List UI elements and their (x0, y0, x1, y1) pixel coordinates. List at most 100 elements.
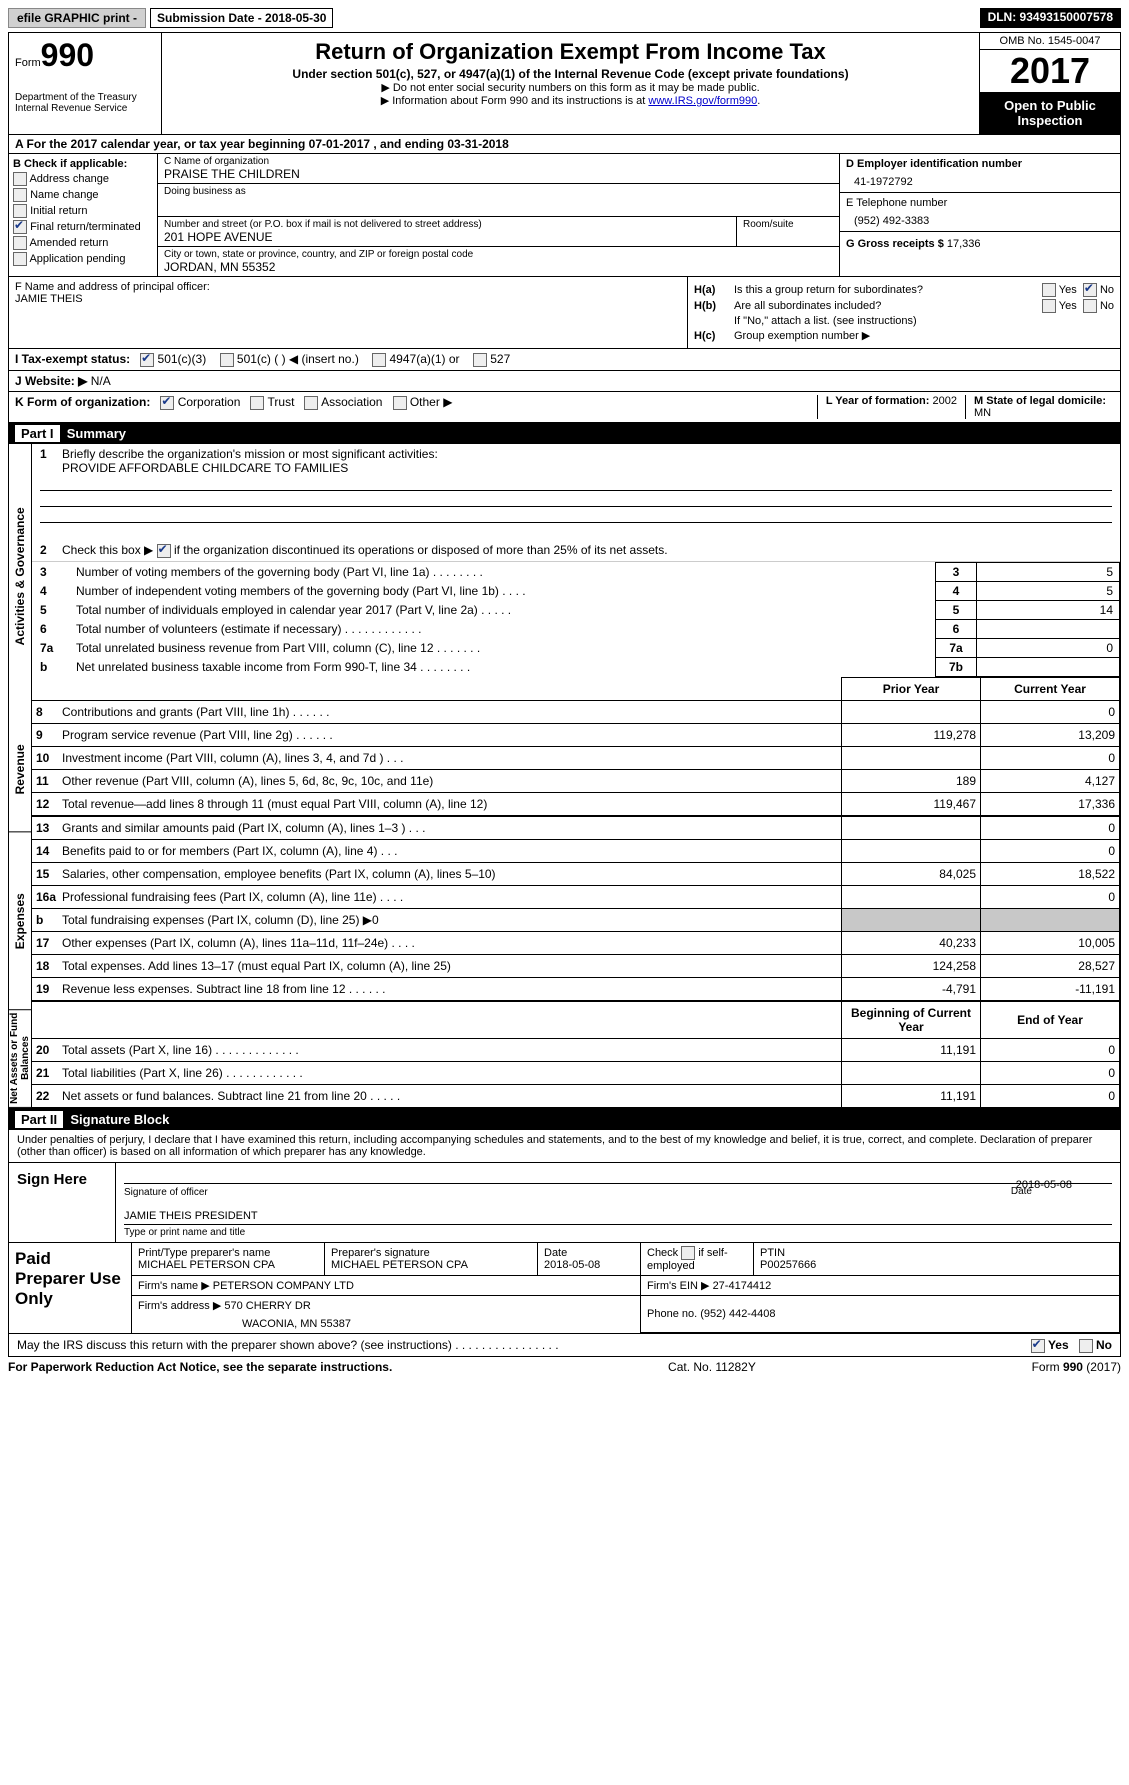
tax-year: 2017 (980, 50, 1120, 92)
checkbox-initial-return[interactable] (13, 204, 27, 218)
checkbox-application-pending[interactable] (13, 252, 27, 266)
note-ssn: ▶ Do not enter social security numbers o… (170, 81, 971, 94)
officer-name-title: JAMIE THEIS PRESIDENT (124, 1210, 258, 1222)
top-bar: efile GRAPHIC print - Submission Date - … (8, 8, 1121, 28)
checkbox-address-change[interactable] (13, 172, 27, 186)
checkbox-discuss-yes[interactable] (1031, 1339, 1045, 1353)
irs-label: Internal Revenue Service (15, 103, 155, 114)
gross-value: 17,336 (947, 238, 981, 250)
city-label: City or town, state or province, country… (164, 249, 833, 260)
city-state-zip: JORDAN, MN 55352 (164, 260, 833, 274)
f-label: F Name and address of principal officer: (15, 281, 681, 293)
ha-label: H(a) (694, 284, 734, 296)
line-i: I Tax-exempt status: 501(c)(3) 501(c) ( … (8, 349, 1121, 371)
line-a: A For the 2017 calendar year, or tax yea… (8, 135, 1121, 154)
checkbox-corp[interactable] (160, 396, 174, 410)
part1-body: Activities & Governance Revenue Expenses… (8, 444, 1121, 1109)
submission-date: Submission Date - 2018-05-30 (150, 8, 333, 28)
checkbox-4947[interactable] (372, 353, 386, 367)
dba-label: Doing business as (164, 186, 833, 197)
gross-label: G Gross receipts $ (846, 238, 947, 250)
year-formation: 2002 (932, 395, 956, 407)
preparer-block: Paid Preparer Use Only Print/Type prepar… (8, 1243, 1121, 1335)
c-name-label: C Name of organization (164, 156, 833, 167)
firm-address: 570 CHERRY DR (224, 1300, 310, 1312)
paid-preparer-label: Paid Preparer Use Only (9, 1243, 132, 1334)
hc-label: H(c) (694, 330, 734, 342)
hb-text: Are all subordinates included? (734, 300, 881, 312)
firm-name: PETERSON COMPANY LTD (213, 1280, 354, 1292)
part2-header: Part II Signature Block (8, 1109, 1121, 1130)
checkbox-ha-no[interactable] (1083, 283, 1097, 297)
form-subtitle: Under section 501(c), 527, or 4947(a)(1)… (170, 67, 971, 81)
firm-city: WACONIA, MN 55387 (132, 1315, 641, 1333)
form-title: Return of Organization Exempt From Incom… (170, 39, 971, 65)
officer-sig-date: 2018-05-08 (1016, 1179, 1072, 1191)
vertical-labels: Activities & Governance Revenue Expenses… (9, 444, 32, 1108)
room-label: Room/suite (743, 219, 833, 230)
sign-here-label: Sign Here (9, 1163, 116, 1242)
preparer-name: MICHAEL PETERSON CPA (138, 1259, 318, 1271)
checkbox-discontinued[interactable] (157, 544, 171, 558)
checkbox-ha-yes[interactable] (1042, 283, 1056, 297)
section-f-h: F Name and address of principal officer:… (8, 277, 1121, 349)
revenue-table: Prior YearCurrent Year 8Contributions an… (32, 677, 1120, 816)
perjury-text: Under penalties of perjury, I declare th… (9, 1130, 1120, 1162)
line-j: J Website: ▶ N/A (8, 371, 1121, 392)
checkbox-amended[interactable] (13, 236, 27, 250)
footer-line: For Paperwork Reduction Act Notice, see … (8, 1357, 1121, 1374)
checkbox-assoc[interactable] (304, 396, 318, 410)
governance-table: 3Number of voting members of the governi… (32, 562, 1120, 677)
note-info: ▶ Information about Form 990 and its ins… (381, 95, 649, 107)
checkbox-hb-yes[interactable] (1042, 299, 1056, 313)
form-label: Form (15, 57, 41, 69)
dln-label: DLN: 93493150007578 (980, 8, 1121, 28)
signature-block: Under penalties of perjury, I declare th… (8, 1130, 1121, 1243)
officer-name: JAMIE THEIS (15, 293, 681, 305)
checkbox-hb-no[interactable] (1083, 299, 1097, 313)
tel-label: E Telephone number (846, 197, 1114, 209)
state-domicile: MN (974, 407, 991, 419)
ein-value: 41-1972792 (854, 176, 1114, 188)
website-value: N/A (91, 374, 111, 388)
b-label: B Check if applicable: (13, 158, 153, 170)
ptin-value: P00257666 (760, 1259, 1113, 1271)
firm-ein: 27-4174412 (713, 1280, 772, 1292)
hc-text: Group exemption number ▶ (734, 329, 870, 342)
dept-label: Department of the Treasury (15, 92, 155, 103)
line-k: K Form of organization: Corporation Trus… (8, 392, 1121, 423)
checkbox-other[interactable] (393, 396, 407, 410)
preparer-sig: MICHAEL PETERSON CPA (331, 1259, 531, 1271)
ha-text: Is this a group return for subordinates? (734, 284, 923, 296)
balances-table: Beginning of Current YearEnd of Year 20T… (32, 1001, 1120, 1108)
checkbox-527[interactable] (473, 353, 487, 367)
mission-text: PROVIDE AFFORDABLE CHILDCARE TO FAMILIES (62, 461, 348, 475)
checkbox-final-return[interactable] (13, 220, 27, 234)
street-address: 201 HOPE AVENUE (164, 230, 730, 244)
org-name: PRAISE THE CHILDREN (164, 167, 833, 181)
firm-phone: (952) 442-4408 (700, 1308, 775, 1320)
checkbox-trust[interactable] (250, 396, 264, 410)
irs-link[interactable]: www.IRS.gov/form990 (648, 95, 757, 107)
checkbox-self-employed[interactable] (681, 1246, 695, 1260)
part1-header: Part I Summary (8, 423, 1121, 444)
preparer-date: 2018-05-08 (544, 1259, 634, 1271)
discuss-question: May the IRS discuss this return with the… (8, 1334, 1121, 1357)
omb-number: OMB No. 1545-0047 (980, 33, 1120, 50)
hb-label: H(b) (694, 300, 734, 312)
checkbox-discuss-no[interactable] (1079, 1339, 1093, 1353)
efile-button[interactable]: efile GRAPHIC print - (8, 8, 146, 28)
expenses-table: 13Grants and similar amounts paid (Part … (32, 816, 1120, 1001)
tel-value: (952) 492-3383 (854, 215, 1114, 227)
checkbox-501c3[interactable] (140, 353, 154, 367)
form-header: Form990 Department of the Treasury Inter… (8, 32, 1121, 135)
checkbox-name-change[interactable] (13, 188, 27, 202)
q1-text: Briefly describe the organization's miss… (62, 447, 438, 461)
section-b-to-g: B Check if applicable: Address change Na… (8, 154, 1121, 277)
hb-note: If "No," attach a list. (see instruction… (734, 315, 1114, 327)
checkbox-501c[interactable] (220, 353, 234, 367)
ein-label: D Employer identification number (846, 158, 1114, 170)
addr-label: Number and street (or P.O. box if mail i… (164, 219, 730, 230)
form-number: 990 (41, 37, 94, 73)
inspection-label: Open to Public Inspection (980, 92, 1120, 134)
